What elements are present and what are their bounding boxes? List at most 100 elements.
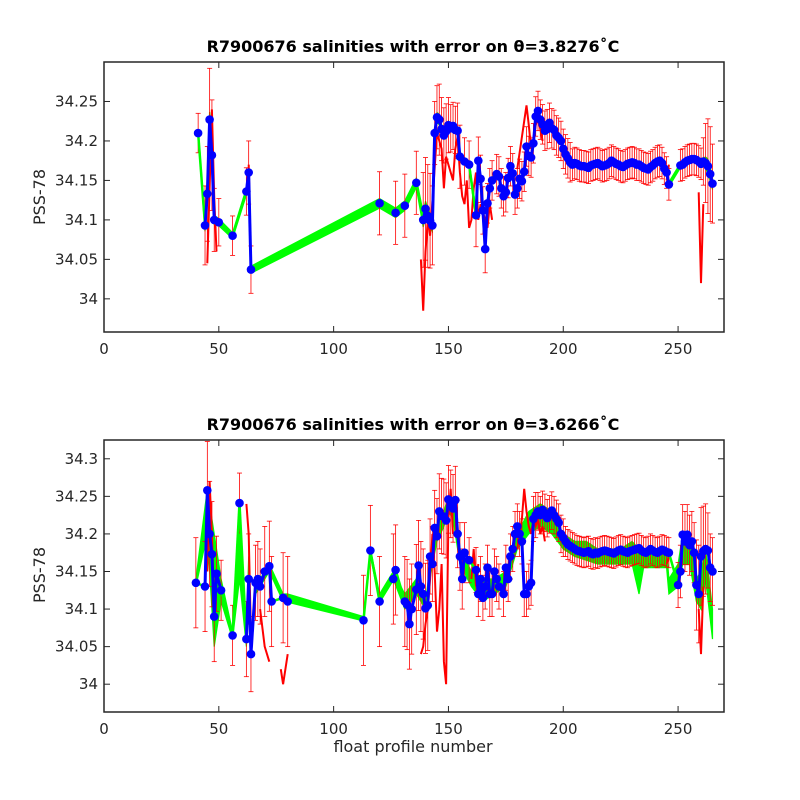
panel-bottom-mapped-point (235, 498, 244, 508)
panel-top-mapped-point (556, 136, 566, 146)
panel-bottom-mapped-point (464, 555, 474, 565)
panel-top-mapped-point (246, 265, 256, 274)
panel-bottom-mapped-point (212, 569, 221, 578)
panel-bottom-mapped-segment (267, 566, 274, 602)
panel-bottom-mapped-point (515, 529, 524, 539)
panel-bottom-title: R7900676 salinities with error on θ=3.62… (207, 415, 620, 434)
panel-bottom-ticks: 0 50 100 150 200 250 34 34.05 34.1 34.15 34.2 34.25… (55, 440, 724, 738)
panel-bottom-mapped-segment (394, 569, 407, 602)
panel-bottom-mapped-point (517, 537, 527, 546)
panel-top-mapped-point (533, 106, 543, 116)
panel-bottom-measured-line (419, 488, 454, 685)
panel-bottom-xtick-label: 0 (99, 720, 109, 738)
panel-bottom-ytick-label: 34.3 (65, 450, 98, 468)
panel-bottom-xtick-label: 100 (319, 720, 348, 738)
panel-top-mapped-point (471, 210, 481, 220)
panel-bottom-mapped-point (375, 597, 384, 606)
panel-top-mapped-point (480, 244, 490, 254)
panel-bottom-mapped-segment (520, 541, 526, 595)
panel-bottom-mapped-point (207, 549, 217, 559)
panel-top-ytick-label: 34 (79, 290, 98, 308)
panel-top-mapped-segment (208, 119, 214, 156)
panel-bottom-mapped-point (453, 529, 462, 539)
panel-bottom-mapped-segment (219, 589, 234, 636)
panel-top-mapped-point (517, 176, 527, 186)
panel-top-mapped-point (228, 231, 237, 240)
panel-top-mapped-segment (456, 130, 462, 157)
panel-bottom-mapped-point (428, 559, 437, 569)
panel-bottom-mapped-point (267, 597, 276, 606)
panel-top-mapped-segment (479, 178, 485, 211)
panel-bottom-mapped-point (676, 567, 685, 576)
panel-top-mapped-point (242, 187, 251, 196)
panel-bottom-mapped-point (506, 552, 515, 561)
panel-bottom-mapped-point (694, 589, 703, 599)
panel-bottom-measured-line (516, 488, 546, 550)
panel-top-mapped-point (412, 178, 421, 188)
panel-bottom-ytick-label: 34.05 (55, 638, 98, 656)
panel-top-mapped-point (214, 218, 224, 227)
panel-top-ylabel: PSS-78 (30, 169, 49, 225)
panel-bottom-band-layer (195, 488, 714, 655)
panel-top-xtick-label: 50 (209, 340, 228, 358)
panel-top-mapped-point (708, 179, 717, 188)
panel-top-mapped-point (453, 126, 462, 135)
panel-top-mapped-point (200, 221, 210, 230)
panel-bottom-mapped-segment (369, 550, 381, 602)
panel-bottom-mapped-point (692, 580, 701, 590)
panel-top-mapped-point (508, 169, 517, 178)
panel-bottom-xtick-label: 250 (664, 720, 693, 738)
panel-bottom-mapped-point (522, 589, 531, 599)
panel-top-mapped-point (244, 168, 253, 177)
panel-top-mapped-segment (250, 202, 381, 271)
panel-bottom-mapped-point (246, 649, 256, 659)
panel-bottom-mapped-segment (667, 552, 680, 586)
panel-bottom: R7900676 salinities with error on θ=3.62… (30, 415, 725, 756)
panel-bottom-mapped-segment (249, 582, 258, 655)
panel-top-mapped-point (435, 115, 444, 124)
panel-bottom-mapped-point (673, 580, 683, 590)
panel-bottom-mapped-segment (362, 550, 372, 621)
panel-bottom-mapped-segment (378, 578, 395, 603)
panel-top-mapped-point (662, 168, 671, 177)
panel-bottom-mapped-point (494, 582, 504, 591)
panel-top-mapped-point (483, 199, 492, 208)
panel-top-mapped-point (193, 128, 203, 138)
panel-top-ytick-label: 34.2 (65, 132, 98, 150)
panel-bottom-ytick-label: 34 (79, 675, 98, 693)
panel-bottom-mapped-point (425, 552, 435, 561)
panel-top: R7900676 salinities with error on θ=3.82… (30, 37, 725, 358)
panel-bottom-mapped-segment (231, 503, 241, 636)
panel-bottom-xlabel: float profile number (333, 737, 493, 756)
panel-top-xtick-label: 200 (549, 340, 578, 358)
panel-top-mapped-point (428, 221, 437, 230)
panel-bottom-mapped-point (391, 565, 400, 575)
panel-bottom-mapped-point (508, 544, 517, 554)
panel-top-mapped-segment (474, 160, 480, 216)
panel-top-mapped-segment (430, 133, 437, 226)
panel-bottom-measured-line (279, 653, 289, 685)
panel-bottom-mapped-segment (529, 518, 535, 583)
panel-top-mapped-point (430, 128, 440, 138)
panel-bottom-mapped-segment (287, 600, 364, 622)
panel-bottom-mapped-point (200, 582, 210, 591)
panel-bottom-mapped-point (492, 574, 502, 584)
panel-bottom-mapped-point (501, 563, 511, 572)
panel-bottom-mapped-point (432, 531, 442, 541)
panel-top-xtick-label: 250 (664, 340, 693, 358)
panel-bottom-mapped-point (423, 601, 433, 610)
panel-bottom-xtick-label: 50 (209, 720, 228, 738)
panel-top-mapped-point (487, 176, 497, 185)
panel-top-mapped-point (375, 199, 384, 208)
panel-top-mapped-point (519, 167, 529, 176)
panel-bottom-mapped-point (407, 604, 417, 614)
panel-top-xtick-label: 100 (319, 340, 348, 358)
panel-bottom-mapped-point (664, 548, 674, 557)
panel-bottom-mapped-point (471, 565, 481, 575)
panel-top-ticks: 0 50 100 150 200 250 34 34.05 34.1 34.15 34.2 34.25 (55, 62, 724, 358)
panel-top-xtick-label: 0 (99, 340, 109, 358)
panel-top-ytick-label: 34.05 (55, 250, 98, 268)
panel-bottom-mapped-point (441, 516, 451, 525)
panel-bottom-xtick-label: 200 (549, 720, 578, 738)
